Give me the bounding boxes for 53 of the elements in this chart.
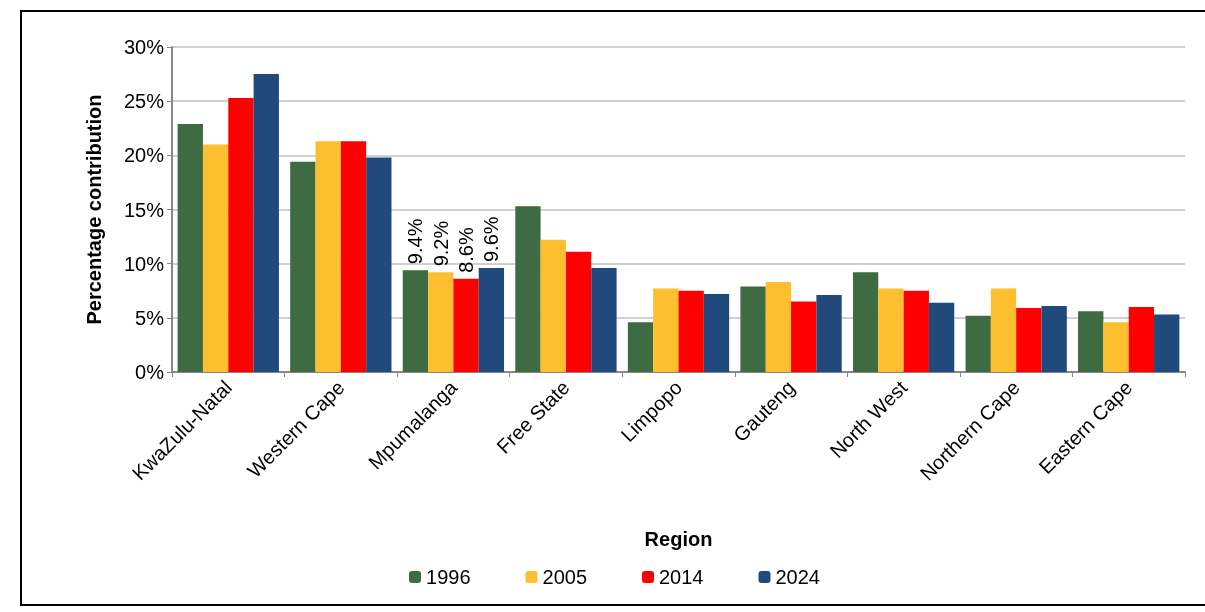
- y-tick-label: 15%: [123, 198, 165, 221]
- bar: [315, 141, 341, 372]
- bar: [202, 144, 229, 372]
- bar: [366, 157, 392, 372]
- bar: [1041, 305, 1067, 372]
- bar: [1154, 314, 1180, 372]
- y-tick-label: 5%: [135, 306, 165, 329]
- bar: [678, 290, 704, 372]
- bar: [228, 97, 254, 372]
- bar: [965, 315, 991, 372]
- bar: [478, 268, 505, 372]
- bar: [565, 251, 592, 372]
- bar: [791, 301, 817, 372]
- data-label: 9.2%: [429, 220, 452, 267]
- y-tick-label: 10%: [123, 252, 165, 275]
- data-label: 9.6%: [480, 216, 503, 262]
- bar: [402, 270, 429, 372]
- bar: [928, 302, 955, 372]
- bar: [177, 123, 203, 372]
- y-tick-label: 25%: [123, 90, 165, 113]
- y-tick-label: 30%: [123, 36, 165, 58]
- legend-label: 2024: [775, 566, 820, 588]
- y-tick-label: 0%: [135, 361, 165, 383]
- x-axis-title: Region: [644, 528, 713, 550]
- y-tick-label: 20%: [123, 144, 165, 167]
- bar: [340, 141, 367, 372]
- bar: [1103, 322, 1129, 372]
- legend-label: 2014: [659, 566, 704, 588]
- bar: [765, 282, 792, 372]
- bar: [1128, 307, 1155, 372]
- bar: [591, 268, 617, 372]
- bar: [653, 288, 679, 372]
- legend-label: 1996: [426, 566, 471, 588]
- bar: [290, 161, 316, 372]
- bar: [453, 278, 479, 372]
- legend-label: 2005: [542, 566, 588, 588]
- bar: [740, 286, 766, 372]
- bar: [816, 295, 842, 372]
- bar: [903, 290, 929, 372]
- bar: [515, 206, 541, 372]
- bar: [253, 74, 279, 372]
- y-axis-title: Percentage contribution: [83, 94, 105, 325]
- data-label: 8.6%: [455, 227, 478, 273]
- bar: [852, 272, 879, 372]
- bar: [428, 272, 454, 372]
- bar: [878, 288, 904, 372]
- bar: [540, 239, 566, 372]
- bar: [627, 322, 654, 372]
- bar: [990, 288, 1017, 372]
- bar: [1078, 311, 1104, 372]
- bar: [703, 294, 730, 372]
- bar: [1016, 308, 1042, 372]
- data-label: 9.4%: [404, 218, 427, 265]
